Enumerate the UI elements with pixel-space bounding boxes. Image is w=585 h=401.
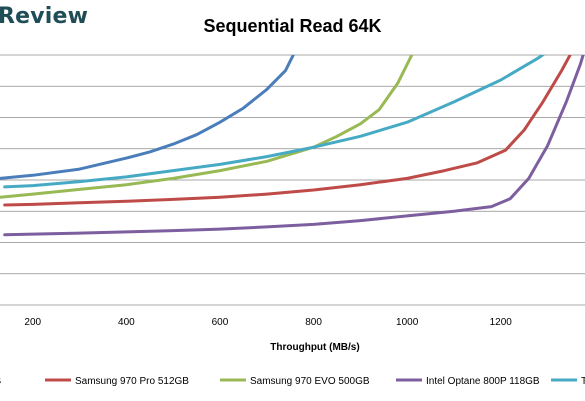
x-tick-label: 1000 <box>396 317 419 328</box>
series-layer <box>0 55 585 237</box>
x-tick-label: 600 <box>212 317 229 328</box>
x-tick-label: 200 <box>24 317 41 328</box>
series-line-3 <box>3 55 585 237</box>
series-line-2 <box>0 55 414 199</box>
x-tick-label: 400 <box>118 317 135 328</box>
legend-label: Samsung 970 EVO 500GB <box>250 376 370 387</box>
legend-label: Intel Optane 800P 118GB <box>426 376 540 387</box>
legend-label: 480GB <box>0 376 1 387</box>
brand-logo-text: Review <box>0 4 89 29</box>
legend: 480GB Samsung 970 Pro 512GB Samsung 970 EV… <box>0 376 585 387</box>
grid-layer <box>0 54 585 275</box>
axis-layer: 200400600800100012001 <box>0 304 585 328</box>
x-axis-label: Throughput (MB/s) <box>270 342 359 353</box>
legend-label: T <box>581 376 585 387</box>
x-tick-label: 1200 <box>490 317 513 328</box>
series-line-1 <box>3 55 572 207</box>
chart-title: Sequential Read 64K <box>203 16 382 36</box>
series-line-4 <box>3 55 546 189</box>
x-tick-label: 800 <box>305 317 322 328</box>
legend-label: Samsung 970 Pro 512GB <box>75 376 189 387</box>
series-line-0 <box>0 55 295 180</box>
